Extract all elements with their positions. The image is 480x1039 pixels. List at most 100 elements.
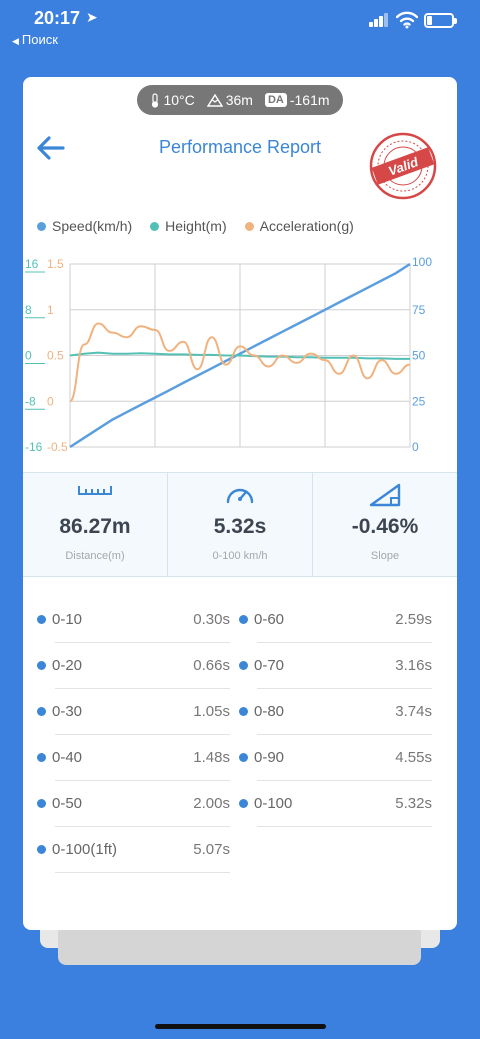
thermometer-icon [152,92,159,108]
legend-label-height: Height(m) [165,218,227,234]
split-time: 2.00s [193,795,230,812]
divider [55,780,230,781]
mountain-icon [206,93,223,107]
performance-chart: 16 8 0 -8 -16 1.5 1 0.5 0 -0.5 100 75 50 25 0 [25,255,432,452]
split-time: 4.55s [395,749,432,766]
split-row: 0-50 2.00s [23,781,230,827]
split-range: 0-30 [52,703,83,720]
legend-item-height: Height(m) [150,218,227,234]
split-bullet [239,661,248,670]
split-time: 0.30s [193,611,230,628]
legend-dot-height [150,221,160,231]
split-row: 0-40 1.48s [23,735,230,781]
divider [257,826,432,827]
slope-icon [369,483,401,507]
height-tick-label: 0 [25,349,32,363]
split-row: 0-10 0.30s [23,597,230,643]
split-time: 1.05s [193,703,230,720]
slope-value: -0.46% [351,515,419,538]
height-tick-label: -8 [25,394,36,408]
speed-tick-label: 50 [412,349,426,363]
ruler-icon [78,486,112,495]
speed-tick-label: 75 [412,303,426,317]
legend-item-acceleration: Acceleration(g) [244,218,354,234]
split-range: 0-50 [52,795,83,812]
back-arrow-icon[interactable] [33,131,67,165]
divider [257,780,432,781]
split-bullet [37,753,46,762]
split-bullet [37,615,46,624]
split-bullet [37,661,46,670]
speed-tick-label: 0 [412,440,419,452]
height-tick-label: 8 [25,303,32,317]
split-time: 5.07s [193,841,230,858]
acceleration-tick-label: 1.5 [47,257,64,271]
divider [55,688,230,689]
da-badge: DA [264,93,287,107]
distance-value: 86.27m [59,515,131,538]
split-bullet [37,707,46,716]
split-bullet [37,799,46,808]
stat-0-100: 5.32s 0-100 km/h [168,473,313,576]
valid-stamp-icon: Valid [369,132,437,200]
performance-report-card: 10°C 36m DA -161m Performance Report Val… [23,77,457,930]
card-stack-shadow-2 [58,925,421,965]
split-range: 0-100(1ft) [52,841,118,858]
altitude-value: 36m [225,92,253,108]
split-time: 3.74s [395,703,432,720]
split-row: 0-70 3.16s [225,643,432,689]
legend-dot-acceleration [244,221,254,231]
stat-distance: 86.27m Distance(m) [23,473,168,576]
speedometer-icon [226,488,254,504]
acceleration-tick-label: 1 [47,303,54,317]
speed-tick-label: 100 [412,255,432,269]
split-row: 0-90 4.55s [225,735,432,781]
split-bullet [239,615,248,624]
split-range: 0-90 [254,749,285,766]
split-range: 0-20 [52,657,83,674]
height-tick-label: 16 [25,257,39,271]
split-range: 0-40 [52,749,83,766]
divider [55,826,230,827]
status-bar: 20:17 ➤ ◀ Поиск [0,0,480,58]
split-bullet [239,753,248,762]
speed-tick-label: 25 [412,394,426,408]
split-row: 0-60 2.59s [225,597,432,643]
distance-label: Distance(m) [65,550,125,562]
split-range: 0-80 [254,703,285,720]
split-row: 0-100(1ft) 5.07s [23,827,230,873]
height-tick-label: -16 [25,440,43,452]
battery-icon [424,13,457,28]
acceleration-tick-label: -0.5 [47,440,68,452]
back-to-app-label: Поиск [21,32,58,47]
divider [55,734,230,735]
split-range: 0-100 [254,795,293,812]
density-altitude: DA -161m [264,92,330,108]
split-range: 0-10 [52,611,83,628]
home-indicator[interactable] [155,1024,326,1029]
legend-label-speed: Speed(km/h) [52,218,133,234]
split-row: 0-30 1.05s [23,689,230,735]
location-arrow-icon: ➤ [86,9,98,25]
split-time: 2.59s [395,611,432,628]
page-title: Performance Report [158,137,322,157]
divider [257,688,432,689]
split-bullet [37,845,46,854]
wifi-icon [396,11,418,29]
conditions-pill: 10°C 36m DA -161m [137,85,343,115]
0-100-time-value: 5.32s [213,515,267,538]
back-to-app-link[interactable]: ◀ Поиск [12,32,58,47]
split-row: 0-100 5.32s [225,781,432,827]
cellular-signal-icon [369,13,389,27]
stat-slope: -0.46% Slope [313,473,457,576]
status-time: 20:17 [34,8,81,28]
split-bullet [239,707,248,716]
temperature-value: 10°C [163,92,195,108]
stats-panel: 86.27m Distance(m) 5.32s 0-100 km/h -0.4… [23,472,457,577]
slope-label: Slope [370,550,400,562]
acceleration-tick-label: 0.5 [47,349,64,363]
temperature: 10°C [150,92,195,108]
legend-dot-speed [37,221,46,231]
divider [55,642,230,643]
divider [55,872,230,873]
